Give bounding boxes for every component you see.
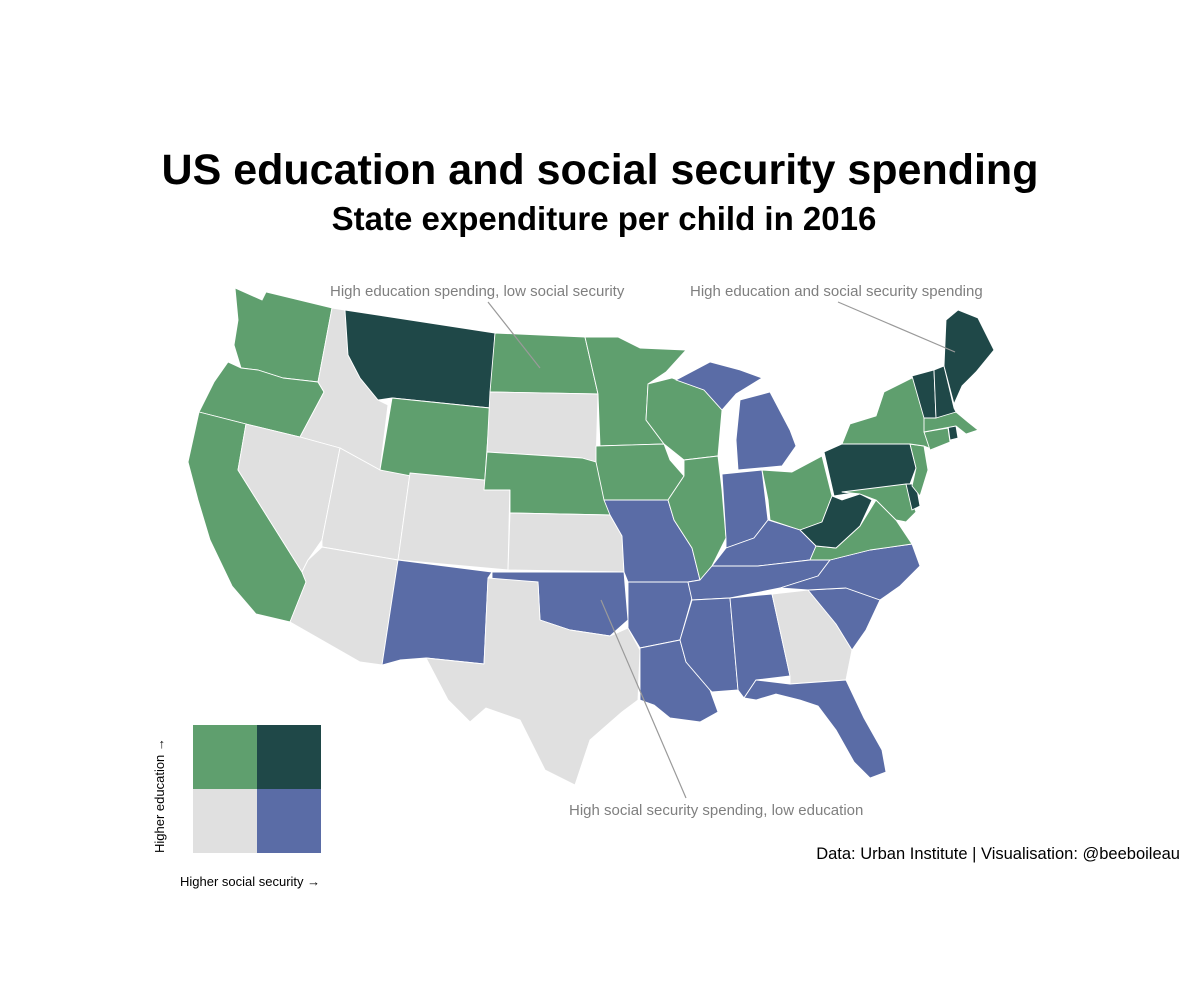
state-washington bbox=[233, 287, 333, 383]
map-title: US education and social security spendin… bbox=[161, 146, 1039, 194]
state-arizona bbox=[289, 546, 399, 666]
map-subtitle: State expenditure per child in 2016 bbox=[331, 200, 877, 237]
annotation-high-both: High education and social security spend… bbox=[690, 283, 983, 300]
legend-cell-low-both bbox=[193, 789, 257, 853]
state-new-mexico bbox=[381, 559, 493, 666]
annotation-leader-high-both bbox=[837, 301, 956, 353]
state-texas bbox=[425, 577, 641, 786]
bivariate-legend: Higher education → Higher social securit… bbox=[152, 725, 321, 889]
annotation-leader-high-edu-low-ss bbox=[487, 301, 541, 369]
state-west-virginia bbox=[799, 493, 873, 549]
state-maine bbox=[943, 309, 995, 405]
annotation-leader-high-ss-low-edu bbox=[600, 599, 687, 799]
state-colorado bbox=[397, 472, 511, 571]
legend-cell-high-both bbox=[257, 725, 321, 789]
state-south-dakota bbox=[486, 391, 599, 463]
state-florida bbox=[743, 679, 887, 779]
source-caption: Data: Urban Institute | Visualisation: @… bbox=[816, 845, 1180, 863]
state-new-hampshire bbox=[933, 365, 957, 419]
annotations: High education spending, low social secu… bbox=[330, 283, 983, 819]
state-rhode-island bbox=[947, 425, 959, 441]
legend-cell-high-ss-low-edu bbox=[257, 789, 321, 853]
annotation-high-edu-low-ss: High education spending, low social secu… bbox=[330, 283, 625, 300]
legend-y-label: Higher education → bbox=[152, 738, 167, 853]
state-nevada bbox=[237, 423, 341, 573]
state-north-dakota bbox=[489, 332, 599, 395]
state-michigan bbox=[675, 361, 797, 471]
state-iowa bbox=[595, 443, 685, 501]
states-layer bbox=[187, 287, 995, 786]
legend-x-label: Higher social security → bbox=[180, 874, 320, 889]
state-kansas bbox=[507, 512, 625, 573]
legend-cell-high-edu-low-ss bbox=[193, 725, 257, 789]
annotation-high-ss-low-edu: High social security spending, low educa… bbox=[569, 802, 863, 819]
